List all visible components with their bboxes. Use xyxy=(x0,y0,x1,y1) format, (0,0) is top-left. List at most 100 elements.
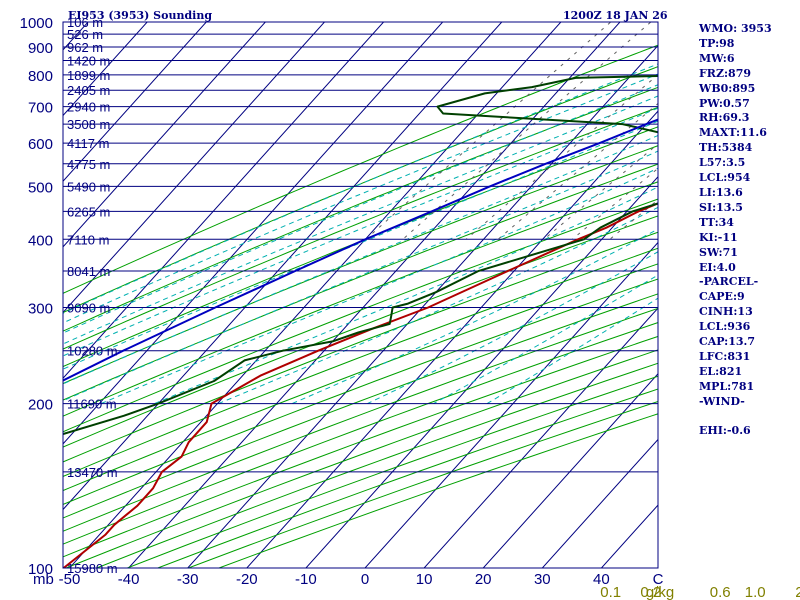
dry-adiabat-line xyxy=(63,263,658,492)
temperature-tick-label: 0 xyxy=(361,571,369,588)
stat-line: FRZ:879 xyxy=(699,66,752,80)
dry-adiabat-line xyxy=(65,349,658,568)
pressure-tick-label: 900 xyxy=(28,40,53,57)
moist-adiabat-line xyxy=(63,150,658,402)
height-label: 962 m xyxy=(67,40,103,55)
temperature-tick-label: 20 xyxy=(475,571,492,588)
mixing-ratio-label: 2.0 xyxy=(795,584,800,600)
height-label: 2940 m xyxy=(67,100,110,115)
pressure-tick-label: 500 xyxy=(28,179,53,196)
moist-adiabat-line xyxy=(63,95,658,345)
stat-line: TH:5384 xyxy=(699,141,753,155)
pressure-tick-label: 200 xyxy=(28,397,53,414)
stat-line: KI:-11 xyxy=(699,230,738,244)
stat-line: WB0:895 xyxy=(699,81,756,95)
moist-adiabat-line xyxy=(218,206,658,405)
temperature-tick-label: -40 xyxy=(118,571,140,588)
dry-adiabat-line xyxy=(63,335,658,558)
isotherm-line xyxy=(63,22,326,314)
stat-line: MPL:781 xyxy=(699,379,755,393)
dewpoint-line xyxy=(63,74,658,436)
moist-adiabat-line xyxy=(291,228,658,405)
stat-line: PW:0.57 xyxy=(699,96,750,110)
mixing-ratio-label: 0.1 xyxy=(600,584,621,600)
moist-adiabat-line xyxy=(367,251,658,405)
stat-line: -PARCEL- xyxy=(699,275,759,289)
isotherm-line xyxy=(423,307,658,568)
dry-adiabat-line xyxy=(63,145,658,385)
stat-line: LFC:831 xyxy=(699,349,751,363)
stat-line: EL:821 xyxy=(699,364,743,378)
dry-adiabat-line xyxy=(63,247,658,478)
height-label: 526 m xyxy=(67,27,103,42)
stat-line: CAP:13.7 xyxy=(699,335,756,349)
height-label: 10280 m xyxy=(67,344,118,359)
dry-adiabat-line xyxy=(63,44,658,294)
mixing-ratio-label: 0.6 xyxy=(710,584,731,600)
isotherm-line xyxy=(0,0,49,593)
temperature-tick-label: -30 xyxy=(177,571,199,588)
height-label: 3508 m xyxy=(67,117,110,132)
stat-line: L57:3.5 xyxy=(699,156,746,170)
temperature-tick-label: 30 xyxy=(534,571,551,588)
temperature-tick-label: -20 xyxy=(236,571,258,588)
isotherm-line xyxy=(246,110,658,568)
height-label: 1899 m xyxy=(67,68,110,83)
moist-adiabat-line xyxy=(63,84,658,334)
stat-line: MAXT:11.6 xyxy=(699,126,767,140)
pressure-tick-label: 1000 xyxy=(20,15,53,32)
stat-line: TT:34 xyxy=(699,215,734,229)
pressure-tick-label: 400 xyxy=(28,232,53,249)
moist-adiabat-line xyxy=(63,120,658,370)
dry-adiabat-line xyxy=(63,215,658,448)
mixing-ratio-label: 1.0 xyxy=(745,584,766,600)
sounding-series xyxy=(63,74,658,568)
stat-line: WMO: 3953 xyxy=(699,22,772,35)
temperature-tick-label: -50 xyxy=(59,571,81,588)
isotherm-line xyxy=(541,438,658,568)
chart-title: EI953 (3953) Sounding xyxy=(68,9,213,22)
stat-line: -WIND- xyxy=(699,394,745,408)
mixing-ratio-line xyxy=(465,74,658,240)
height-label: 13470 m xyxy=(67,465,118,480)
isotherm-line xyxy=(305,176,658,568)
stat-line: LCL:936 xyxy=(699,320,751,334)
stats-panel: WMO: 3953 TP:98 MW:6 FRZ:879 WB0:895 PW:0.57 R… xyxy=(699,22,799,439)
dry-adiabat-line xyxy=(63,86,658,332)
moist-adiabat-line xyxy=(63,73,658,324)
mixing-ratio-line xyxy=(543,143,658,240)
isotherm-line xyxy=(63,22,267,248)
isotherm-line xyxy=(482,373,658,568)
height-label: 1420 m xyxy=(67,54,110,69)
isotherm-line xyxy=(187,44,658,568)
valid-time: 1200Z 18 JAN 26 xyxy=(563,9,668,22)
isotherm-line xyxy=(127,22,621,568)
pressure-tick-label: 300 xyxy=(28,300,53,317)
dry-adiabat-line xyxy=(63,181,658,417)
parcel-line xyxy=(63,118,658,382)
pressure-unit-label: mb xyxy=(33,571,54,588)
mixing-ratio-unit-label: g/kg xyxy=(646,584,674,600)
isotherm-line xyxy=(63,22,207,182)
height-label: 5490 m xyxy=(67,179,110,194)
moist-adiabat-line xyxy=(433,274,658,405)
stat-line: EI:4.0 xyxy=(699,260,736,274)
height-label: 8041 m xyxy=(67,264,110,279)
dry-adiabat-line xyxy=(63,322,658,545)
height-label: 4117 m xyxy=(67,136,109,151)
height-label: 6265 m xyxy=(67,204,110,219)
pressure-tick-label: 600 xyxy=(28,136,53,153)
mixing-ratio-line xyxy=(571,167,658,240)
dry-adiabat-line xyxy=(63,126,658,368)
height-label: 11690 m xyxy=(67,397,117,412)
stat-line: CAPE:9 xyxy=(699,290,745,304)
dry-adiabat-line xyxy=(63,278,658,505)
height-label: 9090 m xyxy=(67,300,110,315)
height-label: 2405 m xyxy=(67,83,110,98)
isotherm-line xyxy=(63,22,444,445)
isotherm-line xyxy=(63,22,385,379)
temperature-tick-label: -10 xyxy=(295,571,317,588)
temperature-unit-label: C xyxy=(653,571,664,588)
